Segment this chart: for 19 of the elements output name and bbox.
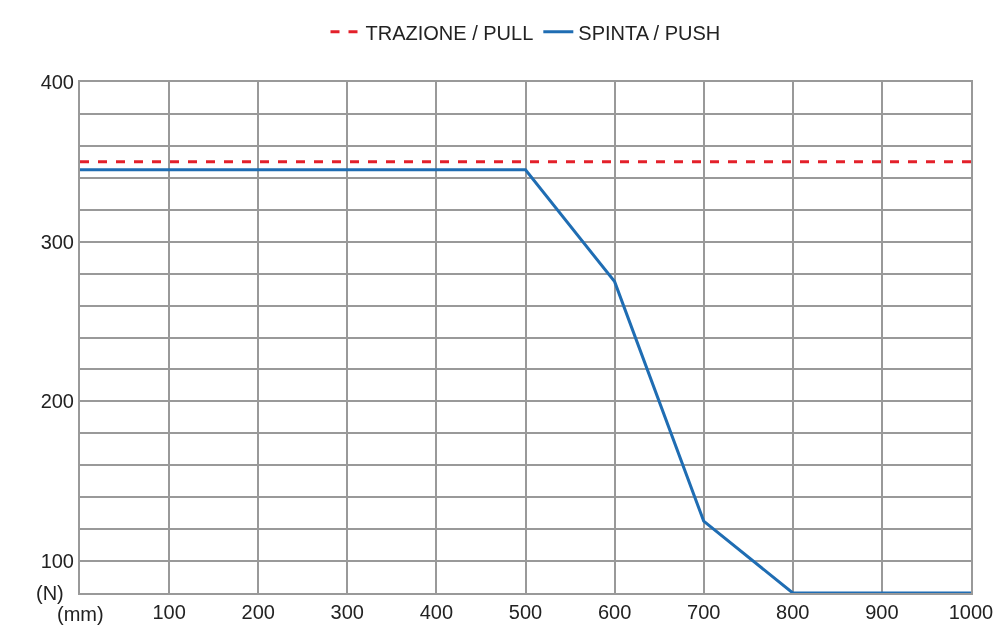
line-series bbox=[80, 168, 971, 593]
x-tick-label: 1000 bbox=[948, 601, 994, 623]
y-tick-label: 300 bbox=[40, 230, 74, 253]
x-axis-title: (mm) bbox=[57, 603, 104, 625]
x-tick-label: 100 bbox=[152, 601, 186, 623]
x-tick-label: 700 bbox=[687, 601, 721, 623]
x-tick-label: 200 bbox=[241, 601, 275, 623]
y-tick-label: 200 bbox=[40, 390, 74, 413]
y-tick-label: 100 bbox=[40, 550, 74, 573]
x-tick-label: 500 bbox=[508, 601, 543, 623]
x-tick-label: 800 bbox=[776, 601, 810, 623]
x-tick-label: 600 bbox=[597, 601, 632, 623]
y-tick-label: 400 bbox=[40, 71, 74, 93]
x-tick-label: 900 bbox=[865, 601, 899, 623]
y-axis-title: (N) bbox=[36, 582, 64, 604]
x-tick-label: 400 bbox=[419, 601, 454, 623]
legend-label: SPINTA / PUSH bbox=[578, 21, 721, 44]
x-tick-label: 300 bbox=[330, 601, 364, 623]
legend-label: TRAZIONE / PULL bbox=[365, 21, 534, 44]
